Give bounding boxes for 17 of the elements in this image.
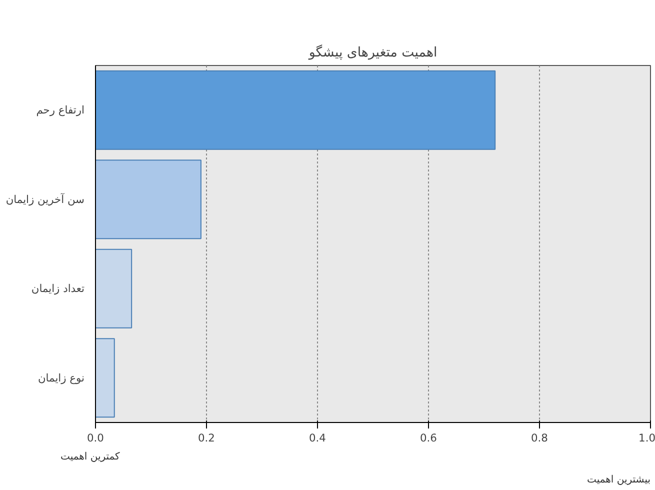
text: کمترین اهمیت — [60, 452, 120, 462]
y-tick-label: ارتفاع رحم — [36, 104, 84, 117]
x-tick-label: 0.4 — [309, 432, 326, 444]
bar — [96, 338, 115, 418]
x-tick-label: 0.8 — [531, 432, 548, 444]
x-tick-label: 1.0 — [638, 432, 655, 444]
bar — [96, 160, 202, 240]
chart-title: اهمیت متغیرهای پیشگو — [308, 44, 438, 60]
bar — [96, 70, 496, 150]
x-tick-label: 0.6 — [420, 432, 438, 444]
x-tick-label: 0.0 — [87, 432, 104, 444]
x-tick-label: 0.2 — [198, 432, 215, 444]
y-tick-label: تعداد زایمان — [31, 282, 85, 296]
text: بیشترین اهمیت — [587, 474, 651, 486]
y-tick-label: سن آخرین زایمان — [6, 192, 85, 206]
bar — [96, 248, 132, 328]
y-tick-label: نوع زایمان — [38, 371, 85, 384]
